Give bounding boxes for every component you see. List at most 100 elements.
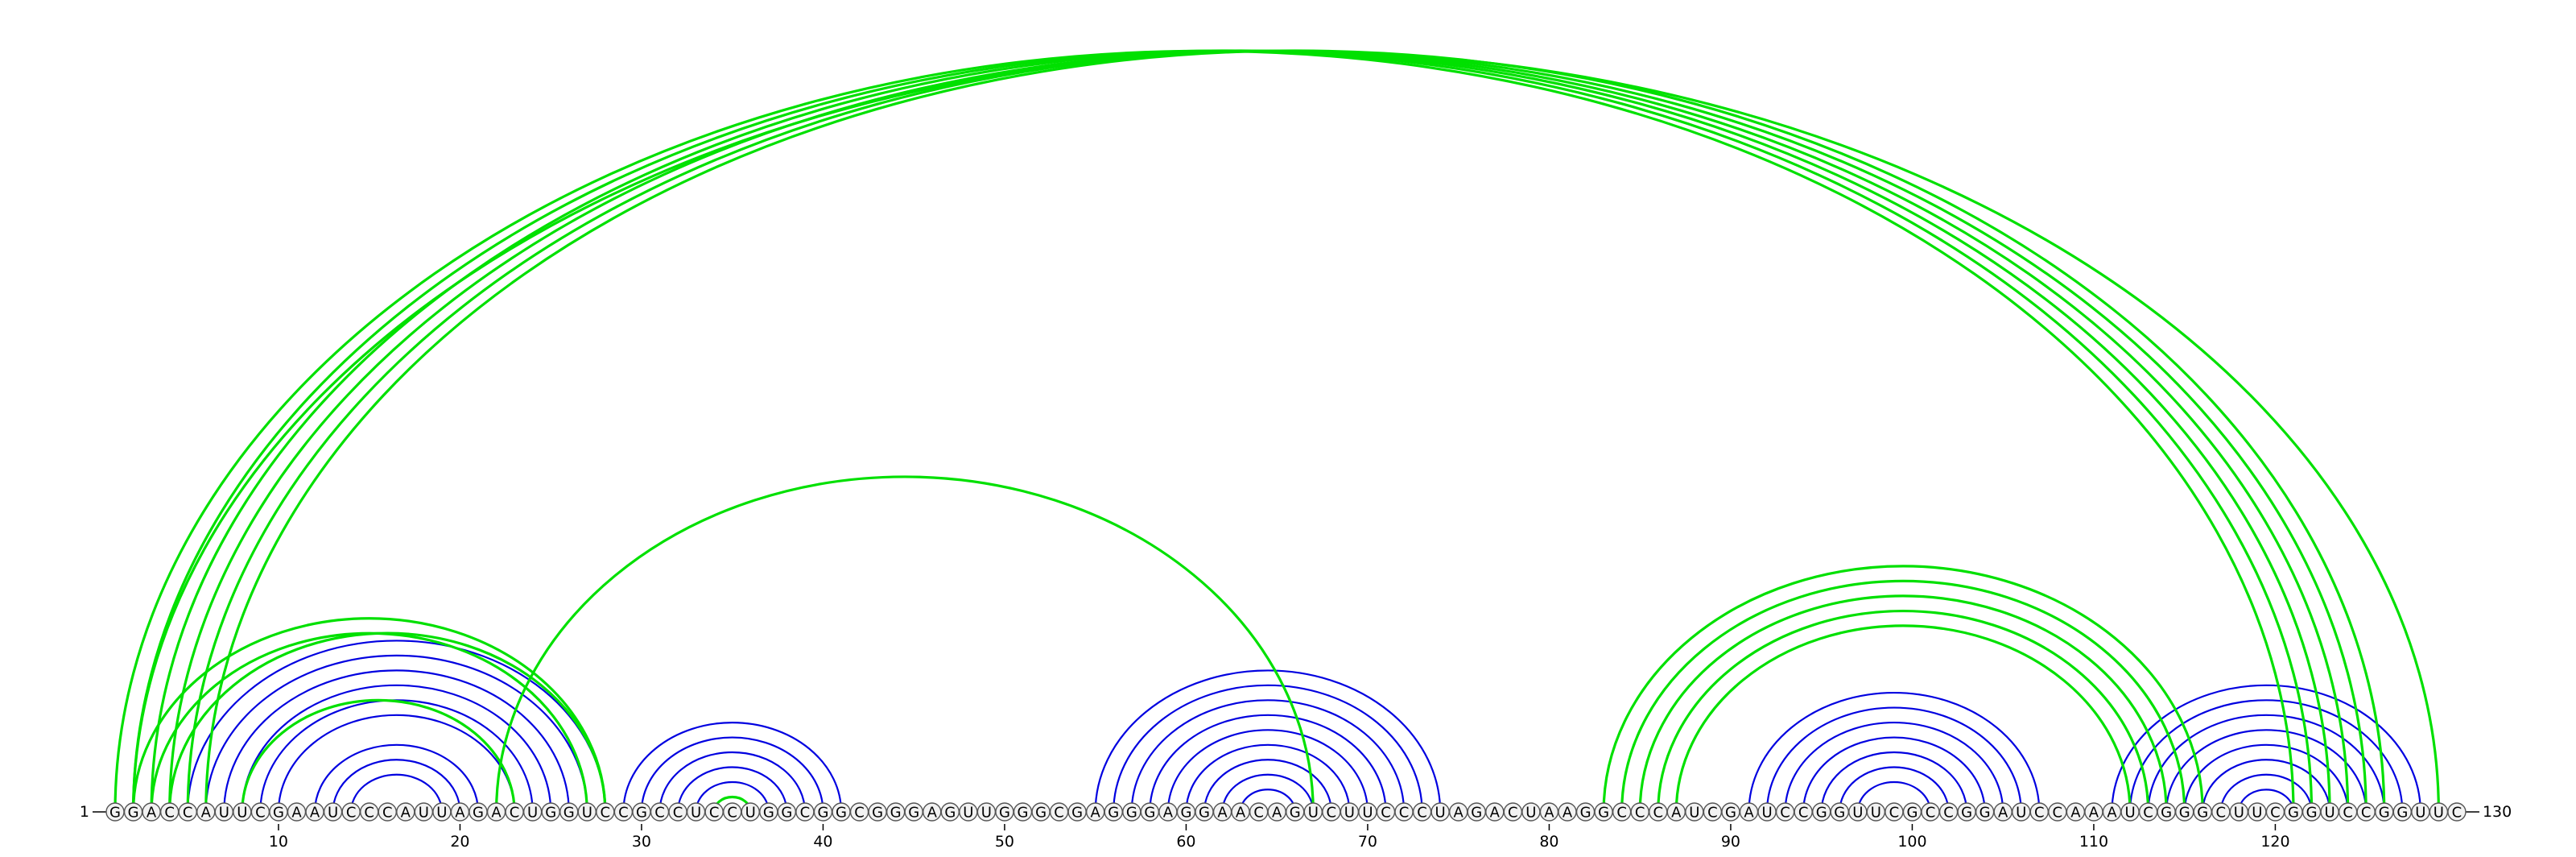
nucleotide-letter: C <box>183 805 193 822</box>
nucleotide-42: C <box>849 802 869 822</box>
nucleotide-letter: U <box>436 805 447 822</box>
nucleotide-letter: G <box>636 805 647 822</box>
tick-label-40: 40 <box>813 833 832 851</box>
nucleotide-letter: C <box>800 805 811 822</box>
nucleotide-letter: A <box>401 805 411 822</box>
nucleotide-letter: G <box>1979 805 1991 822</box>
nucleotide-32: C <box>668 802 687 822</box>
nucleotide-80: A <box>1539 802 1559 822</box>
base-pair-arc-13-20 <box>332 759 461 813</box>
nucleotide-99: C <box>1885 802 1904 822</box>
nucleotide-letter: A <box>310 805 320 822</box>
nucleotide-letter: U <box>2252 805 2262 822</box>
nucleotide-letter: U <box>745 805 756 822</box>
nucleotide-letter: G <box>1961 805 1972 822</box>
nucleotide-123: U <box>2320 802 2339 822</box>
nucleotide-1: G <box>105 802 125 822</box>
nucleotide-letter: C <box>727 805 737 822</box>
nucleotide-25: G <box>541 802 560 822</box>
base-pair-arc-31-39 <box>658 751 806 813</box>
base-pair-arc-63-66 <box>1240 789 1296 813</box>
nucleotide-61: G <box>1195 802 1214 822</box>
nucleotide-letter: U <box>1362 805 1373 822</box>
nucleotide-letter: C <box>1926 805 1936 822</box>
nucleotide-letter: A <box>1744 805 1754 822</box>
nucleotide-circle <box>2447 802 2467 822</box>
nucleotide-47: G <box>940 802 960 822</box>
base-pair-arc-85-114 <box>1638 594 2168 813</box>
nucleotide-103: G <box>1957 802 1976 822</box>
nucleotide-57: G <box>1122 802 1141 822</box>
base-pair-arc-83-116 <box>1602 565 2204 813</box>
nucleotide-letter: G <box>1199 805 1210 822</box>
nucleotide-113: C <box>2138 802 2158 822</box>
nucleotide-116: G <box>2193 802 2212 822</box>
nucleotide-letter: G <box>2306 805 2318 822</box>
nucleotide-letter: A <box>1272 805 1282 822</box>
nucleotide-letter: G <box>1018 805 1029 822</box>
nucleotide-129: U <box>2429 802 2449 822</box>
nucleotide-12: A <box>305 802 324 822</box>
base-pair-arc-29-41 <box>622 721 843 813</box>
nucleotide-letter: U <box>582 805 592 822</box>
nucleotide-letter: A <box>1490 805 1501 822</box>
nucleotide-letter: G <box>1290 805 1301 822</box>
nucleotide-14: C <box>341 802 361 822</box>
nucleotide-72: C <box>1394 802 1414 822</box>
nucleotide-letter: A <box>1217 805 1228 822</box>
nucleotide-52: G <box>1031 802 1051 822</box>
nucleotide-130: C <box>2447 802 2467 822</box>
nucleotide-94: C <box>1794 802 1813 822</box>
nucleotide-letter: A <box>291 805 302 822</box>
nucleotide-letter: C <box>709 805 720 822</box>
nucleotide-letter: C <box>618 805 629 822</box>
nucleotide-19: U <box>432 802 452 822</box>
nucleotide-37: G <box>759 802 778 822</box>
base-pair-arc-4-124 <box>168 49 2350 813</box>
sequence-end-label: 130 <box>2483 803 2512 821</box>
nucleotide-33: U <box>686 802 706 822</box>
nucleotide-28: C <box>596 802 615 822</box>
nucleotide-7: U <box>214 802 233 822</box>
nucleotide-letter: C <box>2216 805 2227 822</box>
nucleotide-letter: G <box>763 805 774 822</box>
nucleotide-letter: U <box>2434 805 2444 822</box>
base-pair-arc-8-23 <box>241 698 516 813</box>
nucleotide-letter: U <box>981 805 992 822</box>
nucleotide-8: U <box>233 802 252 822</box>
nucleotide-letter: C <box>1381 805 1391 822</box>
base-pair-arc-115-124 <box>2183 743 2349 813</box>
nucleotide-letter: G <box>2379 805 2390 822</box>
nucleotide-letter: C <box>1798 805 1809 822</box>
nucleotide-27: U <box>577 802 597 822</box>
nucleotide-55: A <box>1085 802 1105 822</box>
base-pair-arc-111-128 <box>2111 684 2421 813</box>
nucleotide-43: G <box>868 802 887 822</box>
nucleotide-75: A <box>1448 802 1468 822</box>
tick-label-120: 120 <box>2260 833 2289 851</box>
nucleotide-letter: C <box>2143 805 2153 822</box>
nucleotide-letter: U <box>237 805 247 822</box>
nucleotide-91: A <box>1739 802 1759 822</box>
base-pair-arc-3-123 <box>150 49 2331 813</box>
nucleotide-letter: A <box>201 805 212 822</box>
nucleotide-97: U <box>1848 802 1868 822</box>
nucleotide-letter: C <box>1780 805 1790 822</box>
nucleotide-36: U <box>741 802 760 822</box>
base-pair-arc-12-21 <box>313 743 480 813</box>
nucleotide-128: U <box>2411 802 2430 822</box>
base-pair-arc-3-27 <box>150 631 588 813</box>
nucleotide-letter: C <box>2452 805 2462 822</box>
nucleotide-letter: A <box>1091 805 1101 822</box>
base-pair-arc-84-115 <box>1620 579 2186 813</box>
nucleotide-letter: C <box>1253 805 1264 822</box>
base-pair-arc-62-67 <box>1221 773 1315 813</box>
nucleotide-letter: A <box>1163 805 1174 822</box>
base-pair-arc-96-102 <box>1839 766 1950 813</box>
nucleotide-83: G <box>1594 802 1613 822</box>
nucleotide-16: C <box>378 802 397 822</box>
nucleotide-letter: U <box>691 805 701 822</box>
nucleotide-39: C <box>795 802 815 822</box>
nucleotide-letter: C <box>2343 805 2353 822</box>
